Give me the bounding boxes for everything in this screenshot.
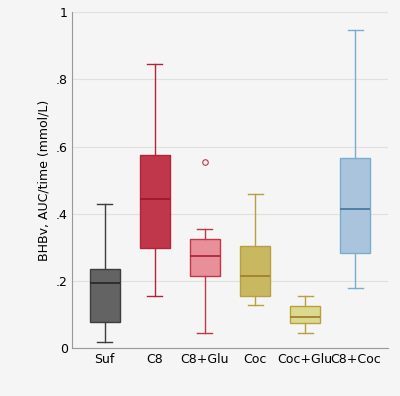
PathPatch shape — [240, 246, 270, 296]
PathPatch shape — [190, 239, 220, 276]
PathPatch shape — [290, 307, 320, 323]
Y-axis label: BHBv, AUC/time (mmol/L): BHBv, AUC/time (mmol/L) — [37, 99, 50, 261]
PathPatch shape — [140, 155, 170, 248]
PathPatch shape — [340, 158, 370, 253]
PathPatch shape — [90, 269, 120, 322]
